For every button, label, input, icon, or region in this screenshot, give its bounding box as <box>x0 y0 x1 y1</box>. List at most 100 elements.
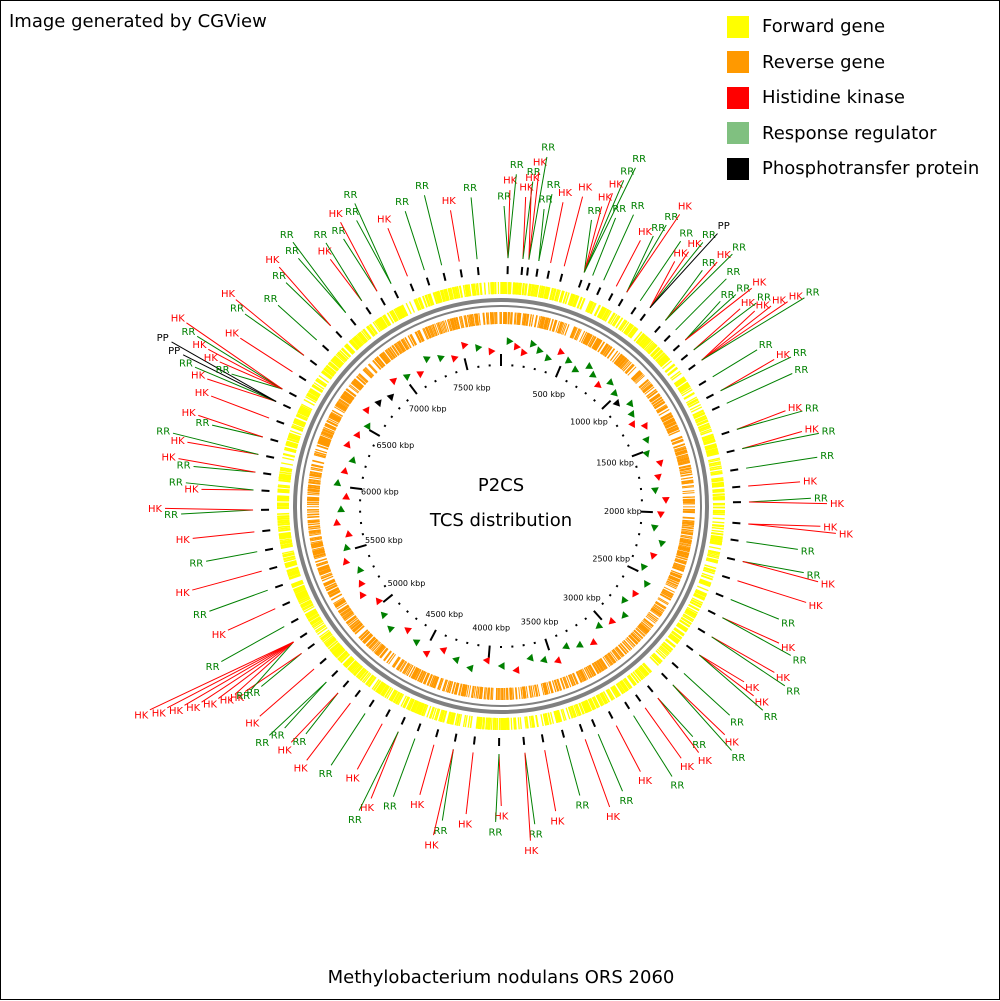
outer-tick <box>716 593 723 596</box>
rr-label: RR <box>206 662 220 673</box>
outer-tick <box>536 269 537 277</box>
hk-marker <box>362 406 369 414</box>
rr-label: RR <box>786 687 800 698</box>
outer-tick <box>708 610 715 614</box>
outer-tick <box>277 421 284 424</box>
callout-line <box>545 750 556 811</box>
hk-label: HK <box>294 764 309 775</box>
ruler-minor-tick <box>425 386 426 388</box>
hk-marker <box>628 420 635 428</box>
rr-marker <box>357 566 364 574</box>
rr-marker <box>475 344 482 352</box>
callout-line <box>699 655 744 682</box>
rr-label: RR <box>383 802 397 813</box>
rr-label: RR <box>156 427 170 438</box>
forward-gene-mark <box>511 718 512 730</box>
forward-gene-mark <box>468 716 470 728</box>
callout-line <box>699 655 753 696</box>
callout-line <box>665 254 732 320</box>
callout-line <box>727 373 793 403</box>
outer-tick-marks <box>261 266 741 746</box>
rr-label: RR <box>620 166 634 177</box>
callout-line <box>286 283 331 326</box>
ruler-label: 6000 kbp <box>361 487 399 496</box>
rr-marker <box>333 479 341 486</box>
hk-marker <box>512 666 519 674</box>
rr-label: RR <box>793 656 807 667</box>
ruler-minor-tick <box>566 380 567 382</box>
rr-label: RR <box>236 691 250 702</box>
ruler-major-tick <box>594 611 602 620</box>
forward-gene-mark <box>713 518 725 519</box>
rr-label: RR <box>794 365 808 376</box>
ruler-minor-tick <box>622 576 624 577</box>
outer-tick <box>592 719 595 726</box>
forward-gene-mark <box>713 494 725 495</box>
reverse-gene-mark <box>490 312 491 324</box>
hk-label: HK <box>225 328 240 339</box>
outer-tick <box>366 307 370 314</box>
hk-label: HK <box>741 298 756 309</box>
hk-label: HK <box>781 643 796 654</box>
ruler-minor-tick <box>378 576 380 577</box>
hk-label: HK <box>212 630 227 641</box>
callout-line <box>731 600 779 620</box>
rr-label: RR <box>415 181 429 192</box>
outer-tick <box>369 700 373 707</box>
rr-marker <box>437 355 445 362</box>
ruler-label: 500 kbp <box>533 390 566 399</box>
reverse-gene-mark <box>513 688 514 700</box>
hk-label: HK <box>776 673 791 684</box>
ruler-major-tick <box>369 430 379 436</box>
outer-tick <box>263 473 271 474</box>
forward-gene-mark <box>520 717 521 729</box>
rr-label: RR <box>463 183 477 194</box>
outer-tick <box>265 549 273 550</box>
callout-line <box>442 749 453 820</box>
hk-label: HK <box>717 250 732 261</box>
outer-tick <box>474 737 475 745</box>
ruler-minor-tick <box>632 556 634 557</box>
hk-label: HK <box>152 709 167 720</box>
callout-line <box>165 508 253 510</box>
rr-marker <box>642 436 649 444</box>
outer-tick <box>527 268 528 276</box>
rr-marker <box>628 410 635 418</box>
ruler-minor-tick <box>627 445 629 446</box>
callout-line <box>192 571 261 590</box>
hk-label: HK <box>162 453 177 464</box>
callout-line <box>279 267 330 326</box>
ruler-label: 2000 kbp <box>604 507 642 516</box>
outer-tick <box>343 681 348 687</box>
rr-label: RR <box>181 327 195 338</box>
callout-line <box>433 749 453 835</box>
outer-tick <box>722 576 730 578</box>
outer-tick <box>283 405 290 408</box>
callout-line <box>420 745 434 795</box>
ruler-minor-tick <box>456 371 457 373</box>
hk-marker <box>554 656 562 663</box>
outer-tick <box>730 469 738 470</box>
outer-tick <box>562 730 564 738</box>
pp-marker <box>387 394 395 402</box>
outer-tick <box>727 450 735 452</box>
hk-label: HK <box>245 718 260 729</box>
hk-label: HK <box>169 706 184 717</box>
callout-line <box>181 510 253 514</box>
rr-marker <box>642 450 649 458</box>
outer-tick <box>355 690 360 696</box>
callout-line <box>330 259 361 301</box>
ruler-major-tick <box>545 639 549 650</box>
hk-label: HK <box>345 774 360 785</box>
callout-line <box>564 197 582 267</box>
forward-gene-mark <box>712 522 724 523</box>
rr-marker <box>659 540 667 547</box>
rr-marker <box>626 400 633 408</box>
hk-label: HK <box>176 588 191 599</box>
callout-line <box>525 753 530 841</box>
outer-tick <box>402 717 405 724</box>
outer-tick <box>706 394 713 398</box>
rr-label: RR <box>189 559 203 570</box>
